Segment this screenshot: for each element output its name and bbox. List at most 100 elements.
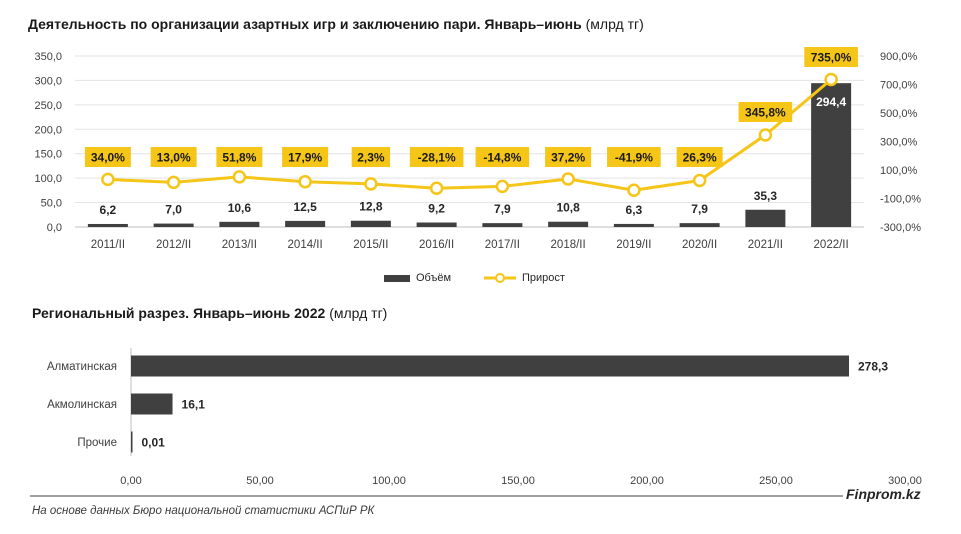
growth-point: [627, 183, 641, 197]
bar-region-value: 0,01: [142, 436, 166, 450]
growth-label: -28,1%: [418, 151, 456, 165]
bar-volume: [219, 221, 260, 227]
x-tick-label: 2020/II: [682, 239, 717, 251]
x-tick-label: 2018/II: [551, 239, 586, 251]
bar-value-label: 12,8: [359, 200, 383, 214]
growth-label-box: [409, 147, 464, 167]
legend-volume-swatch: [384, 274, 410, 282]
bar-volume: [548, 221, 589, 227]
y-left-tick-label: 0,0: [47, 222, 62, 234]
legend-growth-swatch: [484, 273, 516, 283]
growth-label: -41,9%: [615, 151, 653, 165]
chart2-title: Региональный разрез. Январь–июнь 2022 (м…: [32, 305, 387, 321]
x-tick-label: 2012/II: [156, 239, 191, 251]
growth-label: 345,8%: [745, 106, 786, 120]
x-tick-label: 300,00: [888, 475, 922, 487]
bar-value-label: 6,2: [100, 203, 117, 217]
legend-growth-label: Прирост: [522, 272, 565, 284]
x-tick-label: 100,00: [372, 475, 406, 487]
growth-label: 34,0%: [91, 151, 125, 165]
growth-label-box: [351, 147, 391, 167]
y-right-tick-label: 500,0%: [880, 108, 918, 120]
x-tick-label: 2013/II: [222, 239, 257, 251]
legend-volume-label: Объём: [416, 272, 452, 284]
bar-region-value: 16,1: [182, 398, 206, 412]
bar-value-label: 35,3: [754, 189, 778, 203]
bar-value-label: 9,2: [428, 202, 445, 216]
y-right-tick-label: 100,0%: [880, 165, 918, 177]
bar-region: [131, 355, 850, 377]
y-left-tick-label: 150,0: [34, 149, 62, 161]
bar-volume: [811, 83, 852, 227]
y-right-tick-label: 700,0%: [880, 80, 918, 92]
bar-value-label: 10,8: [556, 201, 580, 215]
y-left-tick-label: 250,0: [34, 100, 62, 112]
bar-value-label: 12,5: [293, 200, 317, 214]
y-left-tick-label: 100,0: [34, 173, 62, 185]
growth-label-box: [475, 147, 530, 167]
bar-volume: [350, 220, 391, 227]
bar-value-label: 7,9: [494, 202, 511, 216]
growth-label-box: [804, 47, 858, 67]
growth-label: 735,0%: [811, 51, 852, 65]
growth-label: 51,8%: [222, 151, 256, 165]
bar-region: [131, 393, 173, 415]
bar-region-value: 278,3: [858, 360, 888, 374]
chart1-unit: (млрд тг): [585, 16, 644, 32]
growth-label-box: [545, 147, 592, 167]
growth-label-box: [150, 147, 197, 167]
x-tick-label: 2022/II: [814, 239, 849, 251]
growth-point: [758, 128, 773, 142]
chart2-unit: (млрд тг): [329, 305, 388, 321]
growth-point: [495, 179, 510, 194]
growth-point: [232, 170, 247, 184]
bar-volume: [153, 223, 194, 227]
x-tick-label: 2017/II: [485, 239, 520, 251]
x-tick-label: 2014/II: [288, 239, 323, 251]
bar-volume: [87, 223, 128, 227]
y-left-tick-label: 300,0: [34, 75, 62, 87]
growth-label-box: [607, 147, 661, 167]
x-tick-label: 50,00: [246, 475, 274, 487]
bar-volume: [745, 209, 786, 227]
growth-label-box: [676, 147, 723, 167]
bar-value-label: 7,9: [691, 202, 708, 216]
bar-volume: [482, 223, 523, 227]
growth-point: [364, 177, 378, 191]
chart2-title-text: Региональный разрез. Январь–июнь 2022: [32, 305, 326, 321]
growth-label-box: [84, 147, 131, 167]
y-left-tick-label: 200,0: [34, 124, 62, 136]
growth-point: [101, 172, 115, 187]
growth-label: 13,0%: [157, 151, 191, 165]
bar-region: [131, 431, 133, 453]
bar-value-label: 10,6: [228, 201, 252, 215]
growth-label: 37,2%: [551, 151, 585, 165]
bar-volume: [285, 220, 326, 227]
x-tick-label: 200,00: [630, 475, 664, 487]
y-left-tick-label: 350,0: [34, 51, 62, 63]
category-label: Прочие: [77, 437, 117, 449]
chart1-title-text: Деятельность по организации азартных игр…: [28, 16, 582, 32]
legend-growth: Прирост: [484, 272, 565, 284]
x-tick-label: 150,00: [501, 475, 535, 487]
x-tick-label: 2011/II: [91, 239, 125, 251]
x-tick-label: 2015/II: [353, 239, 388, 251]
growth-point: [824, 72, 838, 87]
growth-point: [561, 172, 575, 186]
bar-value-label: 7,0: [165, 203, 182, 217]
chart1-title: Деятельность по организации азартных игр…: [28, 16, 644, 32]
y-right-tick-label: 300,0%: [880, 137, 918, 149]
y-right-tick-label: -100,0%: [880, 194, 921, 206]
growth-point: [429, 181, 444, 196]
x-tick-label: 2021/II: [748, 239, 783, 251]
category-label: Алматинская: [47, 361, 117, 373]
growth-point: [298, 174, 312, 189]
category-label: Акмолинская: [47, 399, 117, 411]
y-left-tick-label: 50,0: [41, 198, 62, 210]
growth-label: 17,9%: [288, 151, 322, 165]
x-tick-label: 0,00: [120, 475, 141, 487]
bar-value-label: 6,3: [626, 203, 643, 217]
growth-line: [107, 78, 833, 192]
bar-volume: [613, 223, 654, 227]
